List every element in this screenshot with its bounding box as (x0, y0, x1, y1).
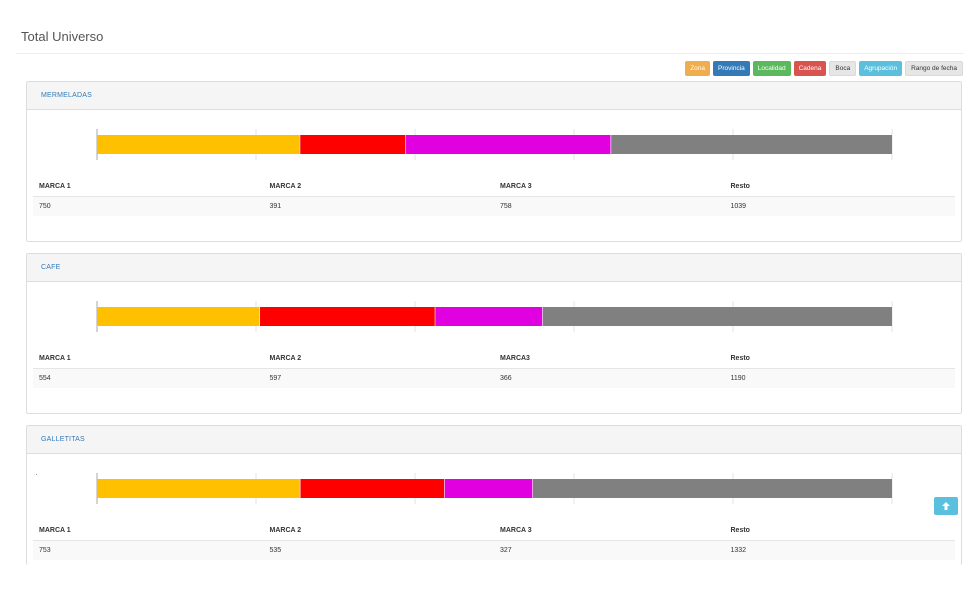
filter-boca-button[interactable]: Boca (829, 61, 857, 76)
table-cell: 597 (263, 368, 494, 388)
arrow-up-icon (942, 502, 950, 510)
table-cell: 554 (33, 368, 264, 388)
panel-title[interactable]: MERMELADAS (27, 82, 961, 110)
table-row: 753 535 327 1332 (33, 540, 955, 560)
table-cell: 1190 (724, 368, 955, 388)
bar-segment-marca-2[interactable] (259, 307, 436, 326)
bar-segment-marca-1[interactable] (97, 135, 300, 154)
bar-segment-marca-1[interactable] (97, 307, 260, 326)
panel-galletitas: GALLETITAS MARCA 1 MARCA 2 MARCA 3 Resto… (26, 425, 962, 565)
table-cell: 1039 (724, 196, 955, 216)
table-row: 554 597 366 1190 (33, 368, 955, 388)
bar-segment-resto[interactable] (610, 135, 892, 154)
stacked-bar-chart (96, 129, 893, 160)
table-cell: 1332 (724, 540, 955, 560)
bar-segment-resto[interactable] (542, 307, 892, 326)
page-title: Total Universo (21, 29, 104, 44)
panel-title[interactable]: GALLETITAS (27, 426, 961, 454)
scroll-to-top-button[interactable] (934, 497, 958, 515)
stats-table: MARCA 1 MARCA 2 MARCA 3 Resto 753 535 32… (33, 521, 955, 560)
stats-table: MARCA 1 MARCA 2 MARCA 3 Resto 750 391 75… (33, 177, 955, 216)
column-header: MARCA 3 (494, 521, 725, 541)
bar-segment-marca-3[interactable] (444, 479, 533, 498)
table-header-row: MARCA 1 MARCA 2 MARCA 3 Resto (33, 521, 955, 541)
column-header: Resto (724, 521, 955, 541)
stacked-bar-chart (96, 473, 893, 504)
table-cell: 391 (263, 196, 494, 216)
column-header: MARCA 3 (494, 177, 725, 197)
table-cell: 753 (33, 540, 264, 560)
panel-title[interactable]: CAFE (27, 254, 961, 282)
column-header: MARCA 2 (263, 177, 494, 197)
column-header: MARCA 1 (33, 521, 264, 541)
column-header: Resto (724, 177, 955, 197)
stacked-bar-chart (96, 301, 893, 332)
bar-segment-marca-3[interactable] (405, 135, 611, 154)
filter-cadena-button[interactable]: Cadena (793, 61, 827, 76)
column-header: Resto (724, 349, 955, 369)
column-header: MARCA 2 (263, 521, 494, 541)
table-header-row: MARCA 1 MARCA 2 MARCA 3 Resto (33, 177, 955, 197)
column-header: MARCA3 (494, 349, 725, 369)
bar-segment-marca-1[interactable] (97, 479, 301, 498)
title-divider (16, 53, 964, 54)
panel-mermeladas: MERMELADAS MARCA 1 MARCA 2 MARCA 3 Resto… (26, 81, 962, 242)
filter-agrupacion-button[interactable]: Agrupación (859, 61, 903, 76)
table-cell: 327 (494, 540, 725, 560)
bar-segment-marca3[interactable] (435, 307, 543, 326)
filter-toolbar: Zona Provincia Localidad Cadena Boca Agr… (685, 61, 963, 76)
filter-rango-fecha-button[interactable]: Rango de fecha (905, 61, 963, 76)
stray-mark (36, 474, 37, 475)
column-header: MARCA 1 (33, 177, 264, 197)
filter-localidad-button[interactable]: Localidad (752, 61, 791, 76)
column-header: MARCA 2 (263, 349, 494, 369)
table-header-row: MARCA 1 MARCA 2 MARCA3 Resto (33, 349, 955, 369)
filter-zona-button[interactable]: Zona (685, 61, 711, 76)
filter-provincia-button[interactable]: Provincia (713, 61, 750, 76)
table-cell: 750 (33, 196, 264, 216)
table-cell: 366 (494, 368, 725, 388)
column-header: MARCA 1 (33, 349, 264, 369)
stats-table: MARCA 1 MARCA 2 MARCA3 Resto 554 597 366… (33, 349, 955, 388)
table-cell: 535 (263, 540, 494, 560)
table-cell: 758 (494, 196, 725, 216)
table-row: 750 391 758 1039 (33, 196, 955, 216)
bar-segment-marca-2[interactable] (299, 135, 406, 154)
bar-segment-resto[interactable] (532, 479, 892, 498)
panel-cafe: CAFE MARCA 1 MARCA 2 MARCA3 Resto 554 59… (26, 253, 962, 414)
bar-segment-marca-2[interactable] (300, 479, 445, 498)
